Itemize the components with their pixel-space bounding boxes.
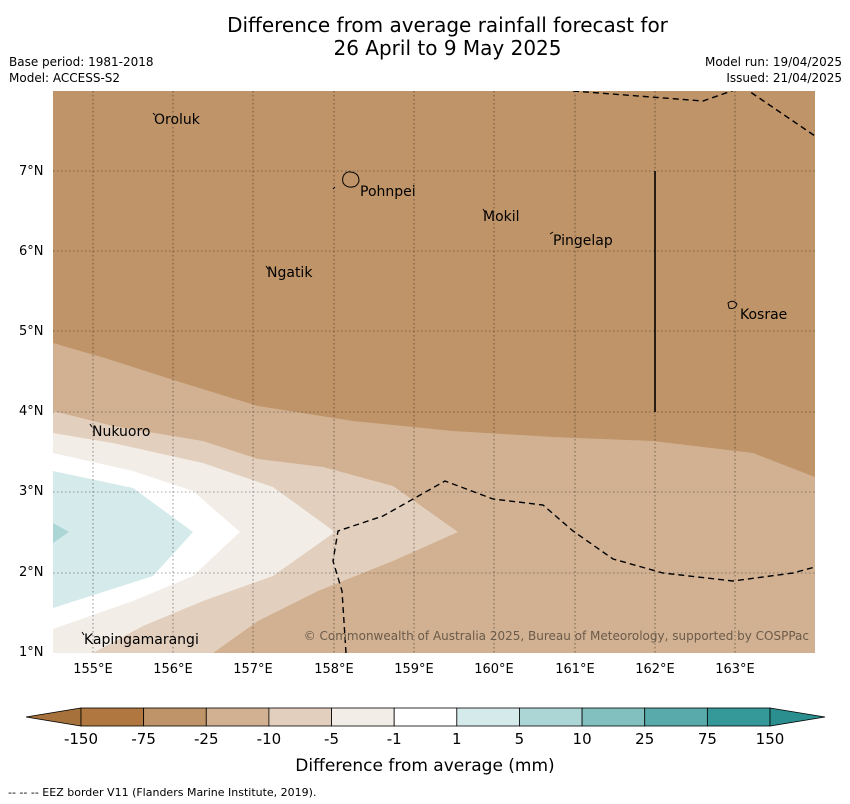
lat-tick-5n: 5°N — [19, 324, 44, 339]
issued-date: Issued: 21/04/2025 — [726, 71, 842, 85]
title-line-1: Difference from average rainfall forecas… — [227, 13, 668, 37]
lat-tick-1n: 1°N — [19, 645, 44, 660]
colorbar-bins — [80, 707, 771, 727]
lon-tick-158e: 158°E — [314, 662, 354, 677]
model-info: Base period: 1981-2018 Model: ACCESS-S2 — [9, 54, 154, 86]
colorbar-tick-2: -25 — [194, 730, 219, 748]
colorbar-tick-6: 1 — [452, 730, 462, 748]
colorbar-tick-10: 75 — [697, 730, 717, 748]
lon-tick-157e: 157°E — [233, 662, 273, 677]
colorbar-tick-0: -150 — [63, 730, 99, 748]
colorbar-tick-11: 150 — [755, 730, 785, 748]
place-pohnpei: Pohnpei — [360, 184, 416, 200]
colorbar-bin-3 — [268, 707, 332, 727]
place-ngatik: Ngatik — [267, 265, 313, 281]
place-nukuoro: Nukuoro — [92, 424, 151, 440]
run-info: Model run: 19/04/2025 Issued: 21/04/2025 — [705, 54, 842, 86]
pingelap-atoll — [549, 231, 554, 235]
colorbar-bin-1 — [143, 707, 207, 727]
lon-tick-163e: 163°E — [715, 662, 755, 677]
place-kosrae: Kosrae — [740, 307, 788, 323]
colorbar-bin-2 — [205, 707, 270, 727]
oroluk-atoll — [152, 112, 156, 116]
colorbar-bin-6 — [456, 707, 520, 727]
mokil-atoll — [482, 208, 486, 213]
lat-tick-4n: 4°N — [19, 404, 44, 419]
eez-border-south — [332, 480, 815, 653]
eez-border-northeast — [747, 91, 815, 137]
colorbar-tick-9: 25 — [635, 730, 655, 748]
base-period: Base period: 1981-2018 — [9, 55, 154, 69]
copyright-notice: © Commonwealth of Australia 2025, Bureau… — [303, 629, 809, 643]
map-canvas — [53, 91, 815, 653]
colorbar-tick-8: 10 — [572, 730, 592, 748]
lon-tick-162e: 162°E — [635, 662, 675, 677]
model-name: Model: ACCESS-S2 — [9, 71, 121, 85]
colorbar-bin-7 — [519, 707, 583, 727]
colorbar-tick-7: 5 — [514, 730, 525, 748]
place-kapingamarangi: Kapingamarangi — [84, 632, 199, 648]
colorbar-extend-low — [25, 707, 82, 727]
colorbar-bin-5 — [393, 707, 458, 727]
colorbar — [25, 707, 826, 727]
lat-tick-6n: 6°N — [19, 244, 44, 259]
lon-tick-156e: 156°E — [153, 662, 193, 677]
colorbar-bin-9 — [644, 707, 708, 727]
colorbar-tick-1: -75 — [131, 730, 156, 748]
colorbar-label: Difference from average (mm) — [295, 756, 555, 776]
place-pingelap: Pingelap — [553, 233, 613, 249]
eez-borders — [332, 91, 815, 653]
colorbar-tick-3: -10 — [256, 730, 282, 748]
lat-tick-2n: 2°N — [19, 565, 44, 580]
lon-tick-159e: 159°E — [394, 662, 434, 677]
colorbar-bin-10 — [706, 707, 771, 727]
pohnpei-island — [342, 171, 360, 188]
eez-footnote: -- -- -- EEZ border V11 (Flanders Marine… — [8, 786, 317, 799]
lat-tick-3n: 3°N — [19, 484, 44, 499]
title-line-2: 26 April to 9 May 2025 — [333, 36, 562, 60]
colorbar-tick-5: -1 — [386, 730, 402, 748]
colorbar-tick-4: -5 — [324, 730, 340, 748]
kapingamarangi-atoll — [81, 631, 85, 636]
colorbar-bin-4 — [331, 707, 395, 727]
colorbar-bin-8 — [581, 707, 646, 727]
lon-tick-160e: 160°E — [474, 662, 514, 677]
lon-tick-161e: 161°E — [555, 662, 595, 677]
place-oroluk: Oroluk — [154, 112, 200, 128]
ant-atoll — [332, 186, 336, 190]
lon-tick-155e: 155°E — [73, 662, 113, 677]
ngatik-atoll — [265, 265, 269, 270]
eez-border-north — [572, 91, 734, 102]
nukuoro-atoll — [89, 423, 93, 428]
map-title: Difference from average rainfall forecas… — [0, 14, 850, 60]
rainfall-map: Oroluk Pohnpei Mokil Pingelap Ngatik Kos… — [53, 91, 815, 653]
kosrae-island — [727, 300, 738, 309]
contour-band-plus-5 — [53, 523, 69, 543]
contour-band-plus-1 — [53, 471, 193, 608]
lat-tick-7n: 7°N — [19, 164, 44, 179]
colorbar-bin-0 — [80, 707, 145, 727]
islands — [81, 112, 738, 636]
colorbar-extend-high — [769, 707, 826, 727]
model-run: Model run: 19/04/2025 — [704, 55, 842, 69]
place-mokil: Mokil — [483, 209, 520, 225]
